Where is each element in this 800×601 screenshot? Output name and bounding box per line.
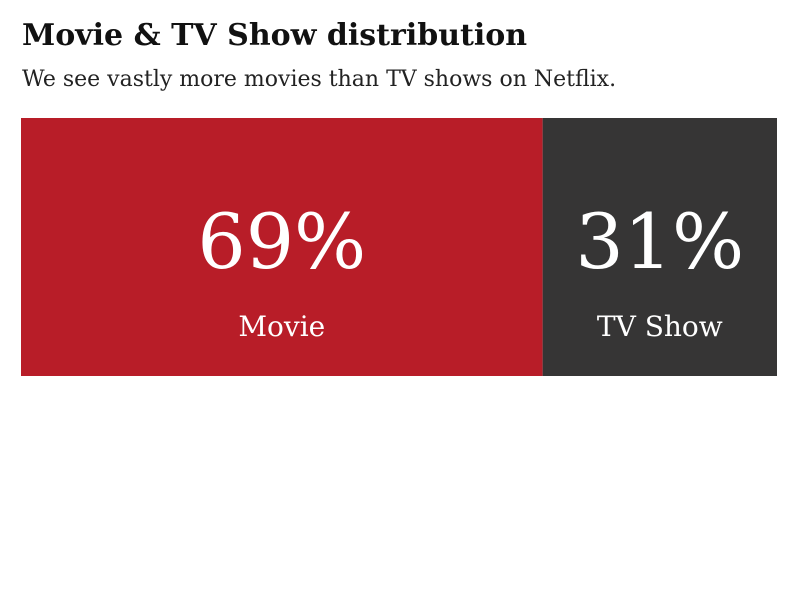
bar-segment-movie bbox=[21, 118, 543, 376]
value-label-movie: 69% bbox=[197, 197, 366, 286]
chart-subtitle: We see vastly more movies than TV shows … bbox=[22, 67, 617, 92]
value-label-tv-show: 31% bbox=[575, 197, 744, 286]
chart-title: Movie & TV Show distribution bbox=[22, 18, 528, 53]
bar-segment-tv-show bbox=[542, 118, 777, 376]
category-label-tv-show: TV Show bbox=[597, 310, 723, 343]
stacked-bar-chart: 69% Movie 31% TV Show bbox=[21, 118, 777, 376]
category-label-movie: Movie bbox=[238, 310, 325, 343]
